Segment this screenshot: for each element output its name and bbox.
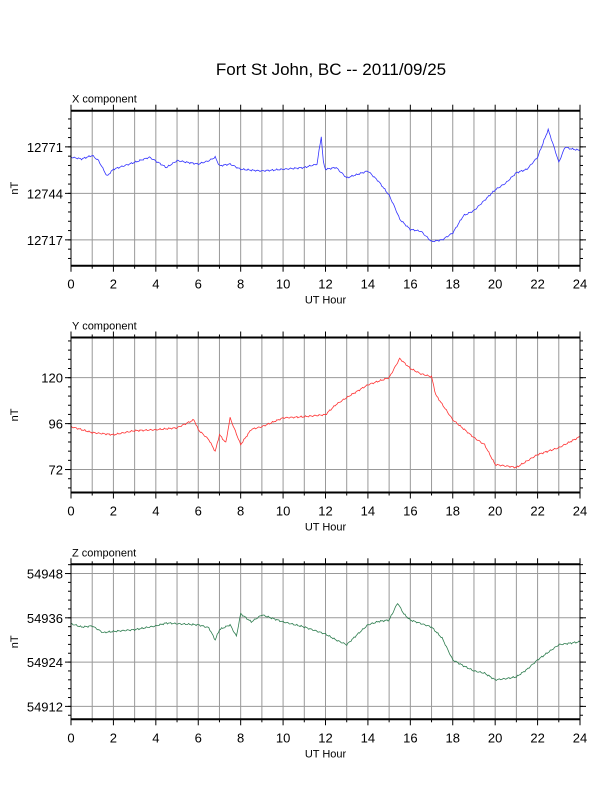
x-tick-label: 0 [67,504,74,519]
x-tick-label: 22 [530,730,544,745]
x-tick-label: 2 [110,504,117,519]
data-series-line [70,602,581,682]
x-tick-label: 4 [152,277,159,292]
x-tick-label: 24 [573,277,587,292]
x-tick-label: 10 [276,277,290,292]
x-tick-label: 2 [110,277,117,292]
x-axis-label: UT Hour [305,522,347,534]
y-tick-label: 120 [41,371,63,386]
x-tick-label: 8 [237,277,244,292]
y-tick-label: 96 [49,417,63,432]
x-tick-label: 24 [573,730,587,745]
y-axis-label: nT [9,182,21,195]
x-tick-label: 4 [152,730,159,745]
panel-title: X component [72,94,137,106]
x-tick-label: 8 [237,730,244,745]
y-tick-label: 54936 [27,611,63,626]
x-tick-label: 12 [318,277,332,292]
x-tick-label: 0 [67,277,74,292]
y-tick-label: 54948 [27,567,63,582]
x-tick-label: 2 [110,730,117,745]
x-tick-label: 12 [318,504,332,519]
x-tick-label: 14 [361,277,375,292]
x-tick-label: 0 [67,730,74,745]
x-tick-label: 20 [488,504,502,519]
x-tick-label: 20 [488,277,502,292]
x-tick-label: 18 [446,730,460,745]
y-tick-label: 12771 [27,140,63,155]
x-tick-label: 14 [361,730,375,745]
x-tick-label: 20 [488,730,502,745]
y-axis-label: nT [9,408,21,421]
x-axis-label: UT Hour [305,295,347,307]
x-tick-label: 4 [152,504,159,519]
x-tick-label: 16 [403,504,417,519]
x-tick-label: 16 [403,730,417,745]
chart-title: Fort St John, BC -- 2011/09/25 [216,60,446,79]
y-tick-label: 72 [49,463,63,478]
x-tick-label: 24 [573,504,587,519]
x-tick-label: 22 [530,504,544,519]
x-tick-label: 6 [195,277,202,292]
y-tick-label: 12717 [27,233,63,248]
x-tick-label: 6 [195,730,202,745]
x-tick-label: 18 [446,504,460,519]
x-tick-label: 22 [530,277,544,292]
data-series-line [70,357,581,469]
y-tick-label: 54924 [27,655,63,670]
y-tick-label: 12744 [27,186,63,201]
panel-title: Y component [72,321,137,333]
x-tick-label: 12 [318,730,332,745]
data-series-line [70,127,581,243]
panel-title: Z component [72,547,136,559]
y-tick-label: 54912 [27,699,63,714]
y-axis-label: nT [9,635,21,648]
x-tick-label: 10 [276,730,290,745]
x-axis-label: UT Hour [305,748,347,760]
x-tick-label: 10 [276,504,290,519]
x-tick-label: 6 [195,504,202,519]
x-tick-label: 18 [446,277,460,292]
x-tick-label: 8 [237,504,244,519]
x-tick-label: 16 [403,277,417,292]
x-tick-label: 14 [361,504,375,519]
